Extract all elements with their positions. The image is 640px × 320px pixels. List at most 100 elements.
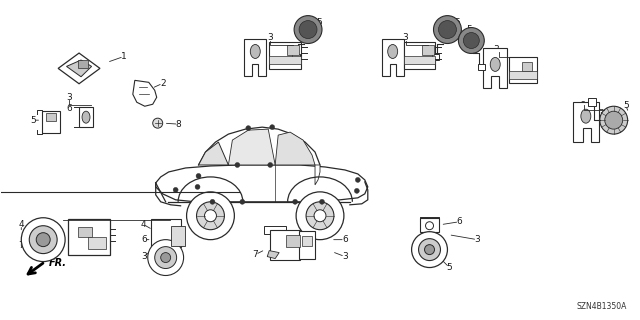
Bar [292, 54, 300, 60]
Text: 3: 3 [342, 252, 348, 261]
Circle shape [195, 184, 200, 189]
Bar [422, 45, 433, 55]
Circle shape [173, 188, 178, 192]
Circle shape [196, 202, 225, 230]
Text: 2: 2 [160, 79, 166, 88]
Text: 3: 3 [268, 33, 273, 42]
Text: 5: 5 [454, 18, 460, 27]
Bar [78, 227, 92, 237]
Circle shape [292, 199, 298, 204]
Polygon shape [381, 38, 404, 76]
Polygon shape [483, 49, 507, 88]
Circle shape [319, 199, 324, 204]
Circle shape [412, 232, 447, 268]
Circle shape [424, 244, 435, 255]
Text: 6: 6 [579, 101, 585, 110]
Bar [478, 64, 484, 70]
Polygon shape [67, 60, 92, 77]
Text: 7: 7 [19, 241, 24, 250]
Bar [588, 98, 596, 106]
Bar [404, 42, 435, 69]
Bar [46, 113, 56, 121]
Bar [420, 218, 440, 232]
Text: 3: 3 [474, 235, 480, 244]
Ellipse shape [490, 58, 500, 71]
Bar [42, 111, 60, 133]
Circle shape [29, 226, 57, 253]
Text: 3: 3 [493, 45, 499, 54]
Circle shape [153, 118, 163, 128]
Text: 5: 5 [467, 25, 472, 34]
Circle shape [419, 239, 440, 260]
Polygon shape [268, 251, 279, 259]
Circle shape [148, 240, 184, 276]
Text: 5: 5 [623, 101, 628, 110]
Polygon shape [315, 165, 320, 185]
Circle shape [426, 222, 433, 230]
Circle shape [463, 33, 479, 49]
Circle shape [605, 111, 623, 129]
Circle shape [210, 199, 215, 204]
Circle shape [438, 20, 456, 38]
Bar [509, 58, 537, 83]
Circle shape [600, 106, 628, 134]
Text: 5: 5 [30, 116, 36, 125]
Ellipse shape [388, 44, 397, 59]
Text: 6: 6 [66, 104, 72, 113]
Text: 4: 4 [19, 220, 24, 229]
Circle shape [240, 199, 245, 204]
Bar [264, 226, 286, 234]
Polygon shape [275, 132, 315, 165]
Circle shape [21, 218, 65, 261]
Circle shape [458, 28, 484, 53]
Bar [270, 230, 300, 260]
Polygon shape [244, 38, 266, 76]
Text: 7: 7 [252, 250, 258, 259]
Bar [171, 226, 184, 246]
Text: 5: 5 [316, 18, 322, 27]
Circle shape [155, 247, 177, 268]
Bar [299, 231, 315, 259]
Text: 6: 6 [141, 235, 147, 244]
Circle shape [355, 188, 359, 193]
Text: 3: 3 [141, 252, 147, 261]
Text: FR.: FR. [49, 258, 67, 268]
Text: 5: 5 [447, 263, 452, 272]
Bar [404, 56, 435, 64]
Bar [302, 236, 312, 246]
Bar [78, 60, 88, 68]
Text: 6: 6 [456, 217, 462, 226]
Polygon shape [133, 80, 157, 106]
Text: 3: 3 [598, 109, 604, 118]
Text: 6: 6 [255, 44, 261, 53]
Text: 3: 3 [403, 33, 408, 42]
Bar [287, 45, 299, 55]
Circle shape [433, 16, 461, 44]
Bar [269, 42, 301, 69]
Polygon shape [198, 142, 228, 165]
Bar [79, 107, 93, 127]
Text: 8: 8 [176, 120, 182, 129]
Text: 6: 6 [484, 58, 490, 67]
Text: 6: 6 [342, 235, 348, 244]
Polygon shape [228, 129, 275, 165]
Circle shape [355, 177, 360, 182]
Circle shape [196, 173, 201, 179]
Circle shape [36, 233, 50, 247]
Bar [151, 219, 180, 247]
Circle shape [205, 210, 216, 222]
Circle shape [235, 163, 240, 167]
Circle shape [299, 20, 317, 38]
Text: SZN4B1350A: SZN4B1350A [576, 302, 627, 311]
Bar [286, 235, 300, 247]
Circle shape [314, 210, 326, 222]
Polygon shape [156, 165, 368, 202]
Text: 1: 1 [121, 52, 127, 61]
Circle shape [296, 192, 344, 240]
Bar [522, 62, 532, 71]
Circle shape [246, 126, 251, 131]
Circle shape [187, 192, 234, 240]
Circle shape [268, 163, 273, 167]
Circle shape [306, 202, 334, 230]
Text: 6: 6 [393, 44, 399, 53]
